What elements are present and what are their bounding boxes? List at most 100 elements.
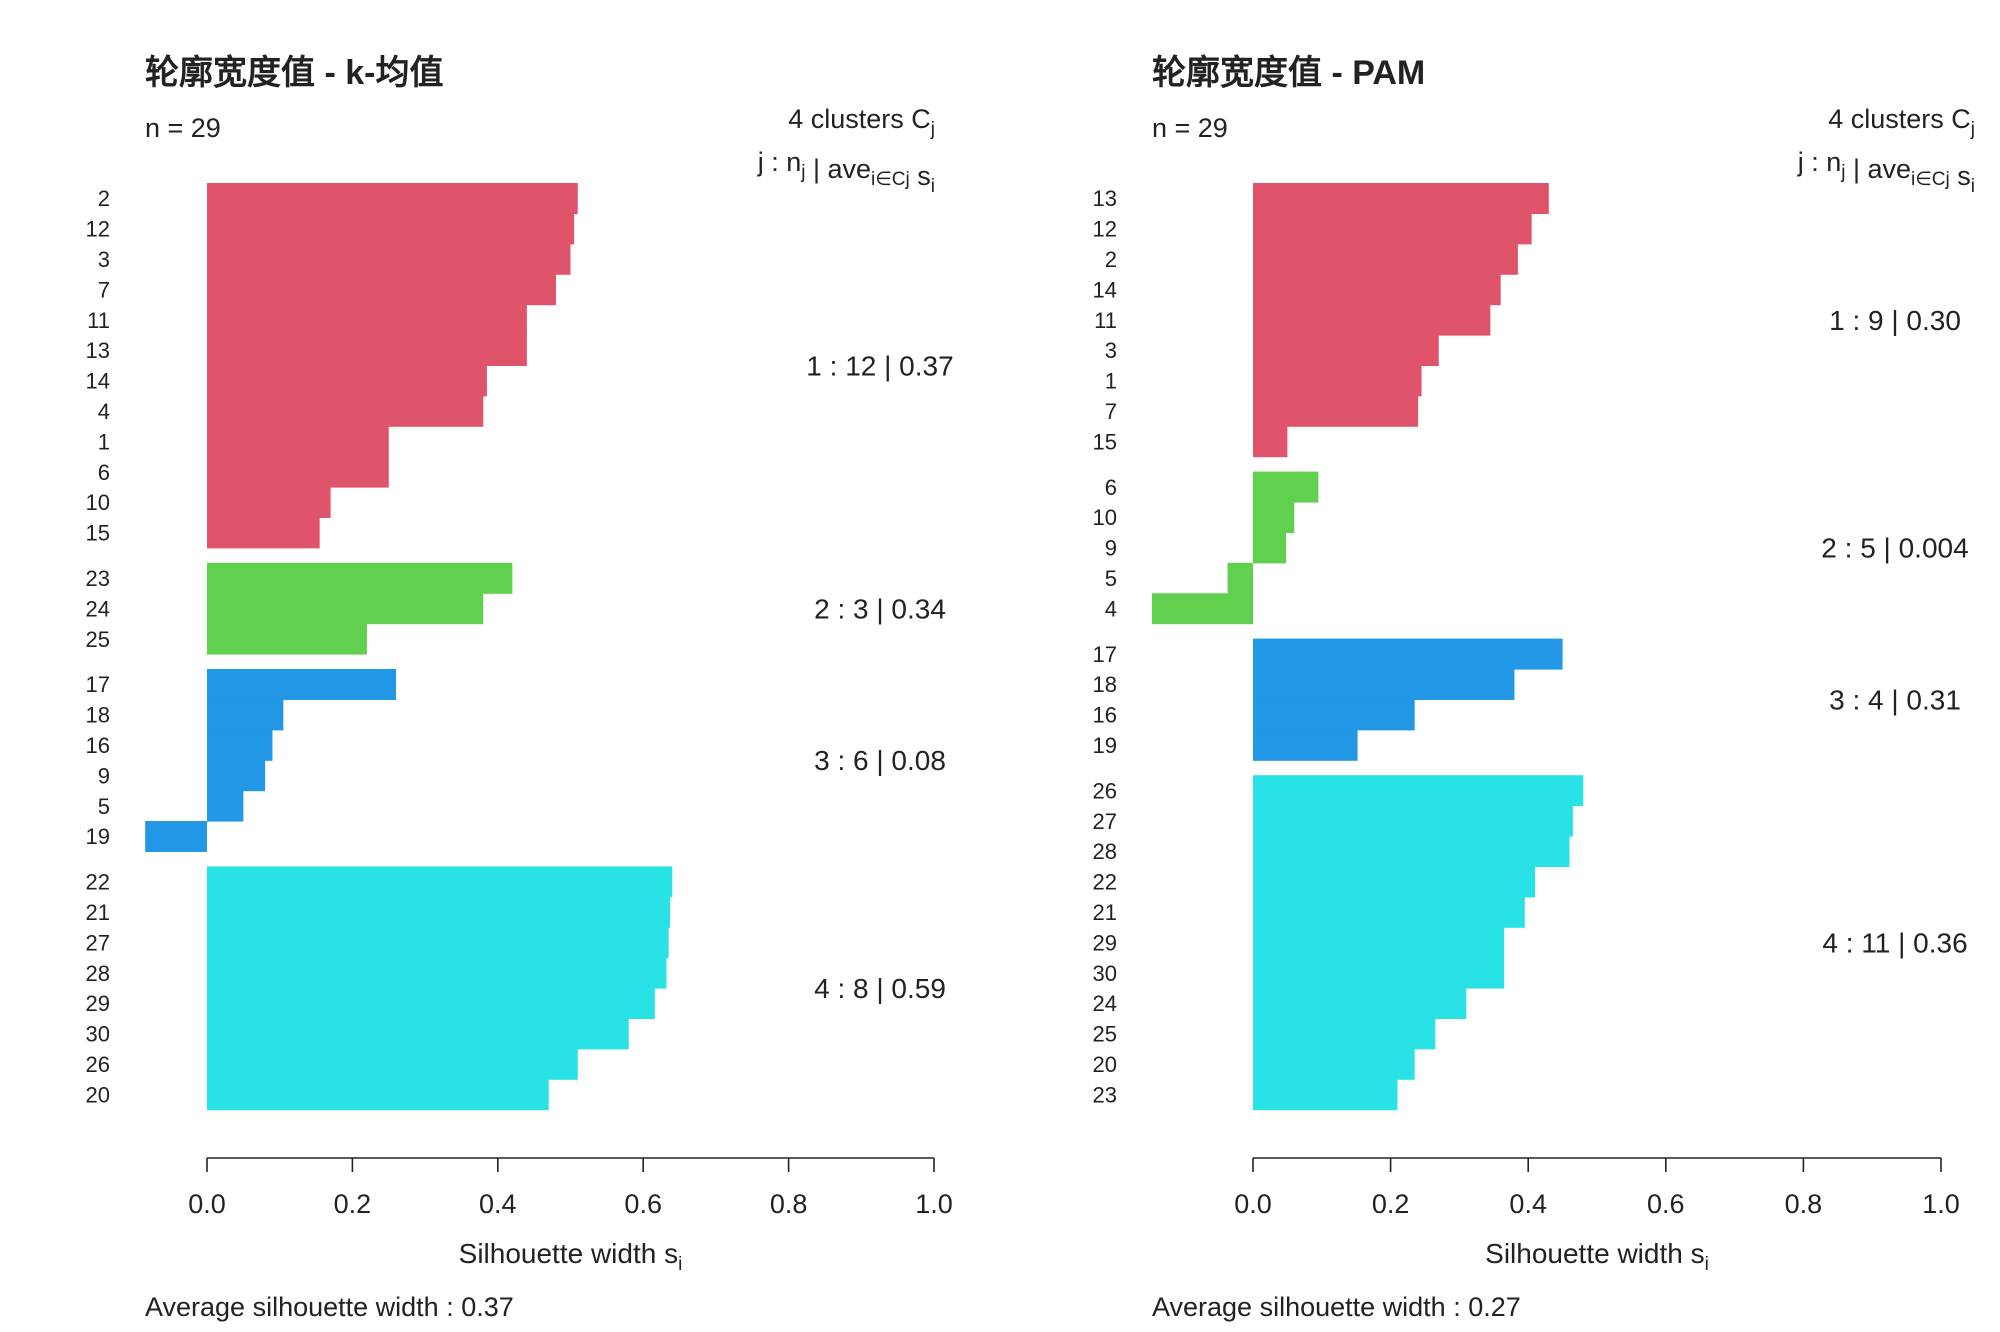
silhouette-bar — [1253, 699, 1415, 731]
silhouette-panel-2: 轮廓宽度值 - PAM n = 29 4 clusters Cj j : nj | a… — [1093, 53, 1975, 1322]
observation-label: 11 — [87, 308, 110, 333]
observation-label: 14 — [1093, 277, 1117, 302]
cluster-2: 23 24 25 2 : 3 | 0.34 — [86, 562, 946, 655]
silhouette-bar — [1253, 1018, 1436, 1050]
observation-label: 7 — [1105, 399, 1117, 424]
silhouette-bar — [207, 729, 273, 761]
observation-label: 4 — [1105, 596, 1117, 621]
x-tick-label: 0.0 — [1234, 1189, 1272, 1219]
observation-label: 23 — [1093, 1082, 1117, 1107]
silhouette-bar — [207, 335, 527, 366]
observation-label: 26 — [86, 1052, 110, 1077]
observation-label: 1 — [1105, 369, 1117, 394]
x-tick-label: 1.0 — [1922, 1189, 1960, 1219]
observation-label: 17 — [1093, 642, 1117, 667]
cluster-summary-label: 4 : 11 | 0.36 — [1822, 927, 1967, 958]
cluster-3: 17 18 16 9 5 19 3 : 6 | 0.08 — [86, 669, 946, 852]
silhouette-bar — [1253, 1048, 1415, 1080]
cluster-summary-label: 3 : 6 | 0.08 — [814, 745, 946, 776]
silhouette-bar — [1253, 927, 1505, 959]
silhouette-bar — [207, 304, 527, 336]
observation-label: 3 — [98, 247, 110, 272]
silhouette-bar — [1253, 775, 1584, 807]
silhouette-bar — [1253, 183, 1549, 214]
observation-label: 9 — [1105, 536, 1117, 561]
silhouette-bar — [207, 487, 331, 518]
silhouette-bar — [207, 790, 244, 822]
n-label: n = 29 — [145, 113, 221, 143]
clusters-header: 4 clusters Cj — [788, 104, 935, 140]
observation-label: 12 — [86, 217, 110, 242]
observation-label: 3 — [1105, 338, 1117, 363]
silhouette-bar — [1253, 274, 1501, 306]
silhouette-bar — [207, 365, 487, 397]
silhouette-bar — [1151, 593, 1253, 625]
x-tick-label: 0.4 — [1509, 1189, 1547, 1219]
observation-label: 25 — [1093, 1022, 1117, 1047]
observation-label: 1 — [98, 429, 110, 454]
cluster-summary-label: 1 : 9 | 0.30 — [1829, 305, 1961, 336]
silhouette-bar — [207, 593, 484, 625]
observation-label: 4 — [98, 399, 110, 424]
x-tick-label: 0.8 — [1785, 1189, 1823, 1219]
observation-label: 16 — [1093, 703, 1117, 728]
silhouette-bar — [1253, 471, 1319, 503]
observation-label: 6 — [1105, 475, 1117, 500]
observation-label: 26 — [1093, 778, 1117, 803]
x-axis: 0.0 0.2 0.4 0.6 0.8 1.0 Silhouette width si — [188, 1157, 953, 1275]
silhouette-bar — [1253, 213, 1532, 245]
silhouette-bar — [207, 669, 397, 700]
silhouette-bar — [207, 1048, 578, 1080]
observation-label: 24 — [86, 596, 110, 621]
x-tick-label: 0.0 — [188, 1189, 226, 1219]
average-silhouette-footer: Average silhouette width : 0.37 — [145, 1292, 514, 1322]
observation-label: 5 — [98, 794, 110, 819]
silhouette-bar — [207, 927, 669, 959]
silhouette-bar — [1253, 426, 1288, 458]
observation-label: 24 — [1093, 991, 1117, 1016]
silhouette-bar — [207, 866, 673, 898]
silhouette-bar — [207, 623, 367, 655]
silhouette-bar — [1253, 335, 1439, 366]
observation-label: 6 — [98, 460, 110, 485]
observation-label: 30 — [1093, 961, 1117, 986]
silhouette-bar — [1253, 896, 1525, 928]
observation-label: 29 — [86, 991, 110, 1016]
x-axis: 0.0 0.2 0.4 0.6 0.8 1.0 Silhouette width si — [1234, 1157, 1960, 1275]
chart-title: 轮廓宽度值 - k-均值 — [145, 53, 443, 92]
observation-label: 20 — [86, 1082, 110, 1107]
silhouette-bar — [1253, 866, 1536, 898]
silhouette-bar — [1253, 805, 1573, 837]
silhouette-bar — [1253, 304, 1491, 336]
silhouette-bar — [1253, 1079, 1398, 1111]
observation-label: 2 — [98, 186, 110, 211]
cluster-summary-label: 4 : 8 | 0.59 — [814, 973, 946, 1004]
silhouette-bar — [207, 1079, 549, 1111]
silhouette-bar — [207, 456, 389, 488]
cluster-summary-label: 2 : 3 | 0.34 — [814, 593, 946, 624]
cluster-1: 2 12 3 7 11 13 14 4 1 6 10 15 1 : 12 | 0.37 — [86, 183, 954, 549]
n-label: n = 29 — [1152, 113, 1228, 143]
x-tick-label: 0.6 — [1647, 1189, 1685, 1219]
observation-label: 28 — [86, 961, 110, 986]
observation-label: 15 — [86, 521, 110, 546]
observation-label: 19 — [1093, 733, 1117, 758]
observation-label: 14 — [86, 369, 110, 394]
silhouette-bar — [1253, 243, 1518, 275]
observation-label: 5 — [1105, 566, 1117, 591]
observation-label: 12 — [1093, 217, 1117, 242]
silhouette-bar — [1253, 957, 1505, 989]
observation-label: 10 — [86, 490, 110, 515]
silhouette-bar — [1253, 365, 1422, 397]
silhouette-bar — [145, 821, 207, 852]
observation-label: 21 — [1093, 900, 1117, 925]
silhouette-bar — [1227, 562, 1253, 594]
stats-header: j : nj | avei∈Cj si — [757, 147, 935, 197]
observation-label: 13 — [1093, 186, 1117, 211]
x-tick-label: 0.4 — [479, 1189, 517, 1219]
silhouette-bar — [207, 957, 667, 989]
observation-label: 15 — [1093, 429, 1117, 454]
silhouette-bar — [207, 274, 556, 306]
silhouette-bar — [207, 243, 571, 275]
